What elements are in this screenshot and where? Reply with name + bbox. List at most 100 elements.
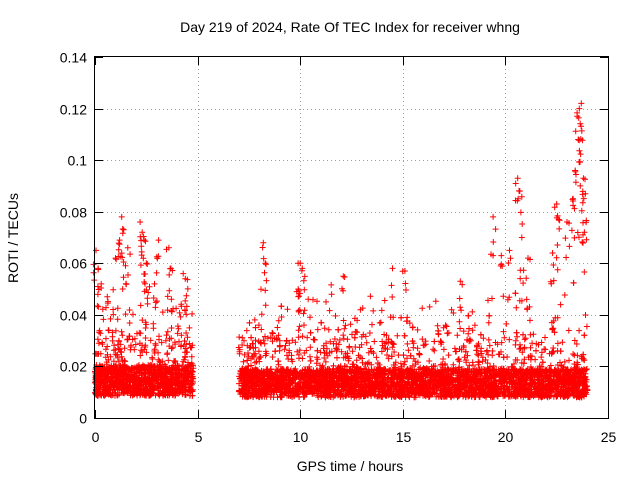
data-point bbox=[119, 332, 126, 339]
data-point bbox=[99, 339, 106, 346]
data-point bbox=[482, 356, 489, 363]
data-point bbox=[304, 334, 311, 341]
data-point bbox=[109, 337, 116, 344]
data-point bbox=[169, 344, 176, 351]
data-point bbox=[330, 340, 337, 347]
data-point bbox=[455, 378, 462, 385]
data-point bbox=[415, 359, 421, 366]
data-point bbox=[103, 304, 109, 311]
data-point bbox=[336, 337, 343, 343]
data-point bbox=[314, 326, 321, 333]
data-point bbox=[186, 370, 193, 377]
data-point bbox=[116, 391, 123, 398]
data-point bbox=[560, 363, 566, 370]
data-point bbox=[127, 367, 134, 374]
data-point bbox=[340, 393, 347, 400]
data-point bbox=[566, 357, 572, 364]
data-point bbox=[440, 346, 447, 353]
data-point bbox=[118, 380, 125, 387]
data-point bbox=[113, 384, 120, 391]
data-point bbox=[489, 295, 495, 302]
data-point bbox=[366, 330, 373, 336]
data-point bbox=[150, 367, 157, 374]
data-point bbox=[431, 347, 438, 354]
data-point bbox=[186, 340, 193, 347]
data-point bbox=[142, 325, 149, 331]
data-point bbox=[456, 346, 463, 352]
data-point bbox=[147, 386, 154, 393]
data-point bbox=[124, 336, 131, 343]
data-point bbox=[392, 359, 399, 366]
data-point bbox=[461, 354, 468, 361]
data-point bbox=[521, 345, 528, 352]
data-point bbox=[162, 386, 169, 393]
data-point bbox=[267, 334, 274, 341]
data-point bbox=[384, 352, 390, 358]
data-point bbox=[463, 357, 469, 364]
data-point bbox=[518, 297, 525, 304]
data-point bbox=[114, 316, 121, 323]
data-point bbox=[164, 328, 171, 335]
data-point bbox=[247, 344, 254, 351]
data-point bbox=[419, 305, 426, 312]
data-point bbox=[295, 327, 302, 334]
data-point bbox=[236, 350, 243, 357]
data-point bbox=[102, 346, 109, 353]
data-point bbox=[110, 311, 117, 318]
data-point bbox=[376, 320, 383, 326]
data-point bbox=[171, 388, 178, 395]
data-point bbox=[184, 334, 191, 341]
data-point bbox=[321, 325, 328, 332]
data-point bbox=[95, 388, 102, 395]
data-point bbox=[550, 393, 557, 400]
data-point bbox=[277, 378, 284, 385]
data-point bbox=[326, 307, 333, 314]
data-point bbox=[106, 385, 113, 391]
data-point bbox=[137, 302, 144, 309]
data-point bbox=[122, 311, 129, 318]
data-point bbox=[323, 350, 330, 357]
data-point bbox=[102, 354, 109, 361]
data-point bbox=[538, 354, 545, 361]
data-point bbox=[367, 293, 374, 300]
data-point bbox=[118, 328, 125, 335]
data-point bbox=[176, 388, 183, 395]
data-point bbox=[503, 320, 510, 327]
data-point bbox=[542, 334, 548, 341]
data-point bbox=[377, 319, 384, 326]
data-point bbox=[432, 298, 439, 305]
data-point bbox=[92, 379, 99, 386]
data-point bbox=[146, 389, 152, 396]
data-point bbox=[414, 326, 421, 333]
data-point bbox=[358, 341, 365, 348]
data-point bbox=[378, 307, 385, 314]
data-point bbox=[181, 368, 188, 375]
data-point bbox=[138, 369, 145, 376]
data-point bbox=[323, 340, 330, 347]
data-point bbox=[134, 384, 141, 391]
data-point bbox=[111, 362, 118, 369]
data-point bbox=[583, 366, 590, 372]
data-point bbox=[118, 386, 125, 393]
data-point bbox=[186, 324, 193, 331]
data-point bbox=[282, 342, 289, 349]
data-point bbox=[94, 351, 101, 357]
data-point bbox=[296, 323, 303, 330]
data-point bbox=[315, 394, 322, 401]
data-point bbox=[527, 344, 534, 351]
data-point bbox=[139, 317, 146, 324]
data-point bbox=[164, 307, 171, 314]
data-point bbox=[475, 352, 482, 359]
data-point bbox=[469, 308, 476, 315]
data-point bbox=[440, 324, 447, 331]
data-point bbox=[136, 364, 143, 371]
data-point bbox=[500, 328, 507, 335]
data-point bbox=[496, 376, 503, 383]
data-point bbox=[160, 382, 167, 389]
data-point bbox=[477, 348, 484, 355]
data-point bbox=[102, 382, 109, 389]
data-point bbox=[508, 377, 515, 384]
data-point bbox=[554, 362, 561, 368]
data-point bbox=[182, 384, 189, 391]
